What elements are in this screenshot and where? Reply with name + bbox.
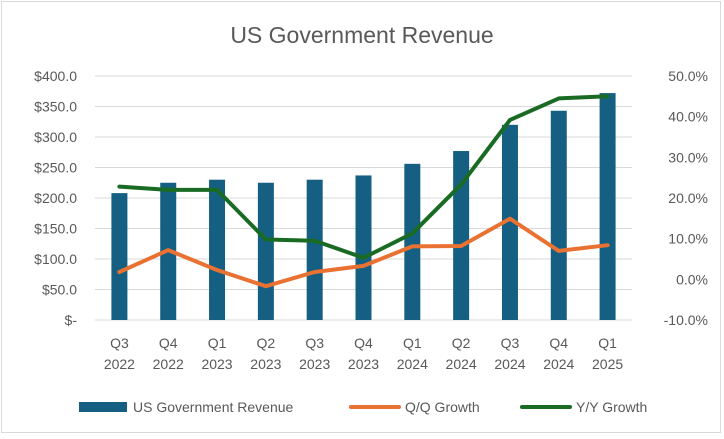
bar-series bbox=[111, 93, 616, 321]
bar bbox=[306, 179, 323, 320]
x-axis-tick-label: 2024 bbox=[543, 356, 574, 372]
right-axis-tick-label: 20.0% bbox=[668, 190, 708, 206]
right-axis-tick-label: 0.0% bbox=[676, 271, 708, 287]
yy-growth-line bbox=[117, 94, 610, 260]
chart-title: US Government Revenue bbox=[230, 22, 493, 48]
x-axis-tick-label: Q4 bbox=[549, 335, 568, 351]
x-axis-tick-label: Q1 bbox=[403, 335, 422, 351]
line-series bbox=[117, 94, 610, 289]
bar bbox=[550, 110, 567, 321]
x-axis-tick-label: 2025 bbox=[592, 356, 623, 372]
x-axis-tick-label: Q3 bbox=[305, 335, 324, 351]
x-axis-tick-label: 2022 bbox=[153, 356, 184, 372]
left-axis-tick-label: $50.0 bbox=[42, 282, 77, 298]
left-axis-tick-label: $250.0 bbox=[34, 160, 77, 176]
qq-growth-line bbox=[117, 216, 610, 289]
x-axis-tick-label: Q1 bbox=[598, 335, 617, 351]
bar bbox=[453, 151, 470, 320]
bar bbox=[111, 193, 128, 320]
right-axis-tick-label: 30.0% bbox=[668, 149, 708, 165]
bar bbox=[404, 163, 421, 320]
legend-label: Q/Q Growth bbox=[405, 399, 480, 415]
left-axis-tick-label: $150.0 bbox=[34, 221, 77, 237]
x-axis-tick-label: 2024 bbox=[397, 356, 428, 372]
x-axis-tick-label: 2024 bbox=[494, 356, 525, 372]
legend-label: Y/Y Growth bbox=[576, 399, 647, 415]
x-axis-tick-labels: Q3 2022 Q4 2022 Q1 2023 Q2 2023 Q3 2023 Q4 2023 Q1 20… bbox=[104, 335, 624, 372]
legend-label: US Government Revenue bbox=[133, 399, 294, 415]
x-axis-tick-label: 2023 bbox=[299, 356, 330, 372]
x-axis-tick-label: Q4 bbox=[354, 335, 373, 351]
left-axis-tick-label: $200.0 bbox=[34, 190, 77, 206]
left-axis-tick-labels: $- $50.0 $100.0 $150.0 $200.0 $250.0 $300.0 $35… bbox=[34, 68, 77, 328]
x-axis-tick-label: Q1 bbox=[208, 335, 227, 351]
right-axis-tick-label: 40.0% bbox=[668, 109, 708, 125]
x-axis-tick-label: 2023 bbox=[250, 356, 281, 372]
x-axis-tick-label: 2023 bbox=[348, 356, 379, 372]
left-axis-tick-label: $350.0 bbox=[34, 99, 77, 115]
chart-svg: US Government Revenue $- $50.0 $100.0 $150.… bbox=[34, 22, 708, 415]
left-axis-tick-label: $100.0 bbox=[34, 251, 77, 267]
bar bbox=[599, 93, 616, 320]
left-axis-tick-label: $- bbox=[65, 312, 78, 328]
right-axis-tick-label: 10.0% bbox=[668, 231, 708, 247]
x-axis-tick-label: Q4 bbox=[159, 335, 178, 351]
bar bbox=[257, 182, 274, 320]
x-axis-tick-label: Q3 bbox=[501, 335, 520, 351]
left-axis-tick-label: $400.0 bbox=[34, 68, 77, 84]
bar bbox=[355, 175, 372, 320]
right-axis-tick-label: -10.0% bbox=[664, 312, 708, 328]
x-axis-tick-label: 2023 bbox=[201, 356, 232, 372]
bar bbox=[209, 179, 226, 320]
right-axis-tick-label: 50.0% bbox=[668, 68, 708, 84]
right-axis-tick-labels: -10.0% 0.0% 10.0% 20.0% 30.0% 40.0% 50.0% bbox=[664, 68, 708, 328]
x-axis-tick-label: 2024 bbox=[446, 356, 477, 372]
legend-swatch-bar bbox=[79, 402, 127, 412]
x-axis-tick-label: Q2 bbox=[452, 335, 471, 351]
legend: US Government Revenue Q/Q Growth Y/Y Growt… bbox=[79, 399, 647, 415]
x-axis-tick-label: Q2 bbox=[257, 335, 276, 351]
x-axis-tick-label: 2022 bbox=[104, 356, 135, 372]
bar bbox=[501, 124, 518, 320]
chart-frame: US Government Revenue $- $50.0 $100.0 $150.… bbox=[1, 1, 721, 433]
left-axis-tick-label: $300.0 bbox=[34, 129, 77, 145]
x-axis-tick-label: Q3 bbox=[110, 335, 129, 351]
